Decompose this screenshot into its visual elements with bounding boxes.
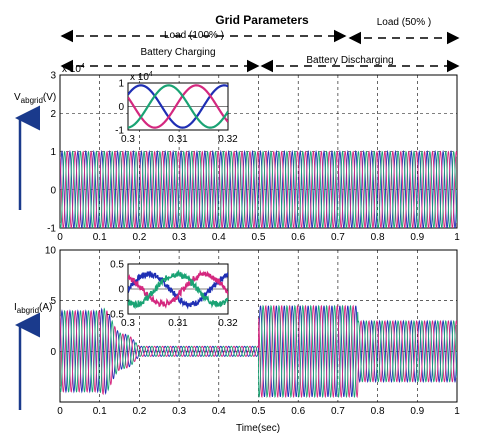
current-inset-phase-b-line [128,269,228,309]
voltage-xtick-label: 0.9 [410,232,424,243]
voltage-inset-xtick-label: 0.31 [168,134,188,145]
current-xtick-label: 0.7 [331,406,345,417]
top-exponent-label: x 104 [62,63,85,75]
voltage-xtick-label: 0.5 [252,232,266,243]
current-inset-phase-a-line [128,270,228,310]
current-xtick-label: 0.6 [291,406,305,417]
voltage-xtick-label: 0.1 [93,232,107,243]
voltage-phase-a-line [60,149,457,228]
current-ytick-label: 5 [50,296,56,307]
current-inset-phase-c-line [128,269,228,310]
voltage-phase-b-line [60,150,457,228]
voltage-inset-ytick-label: 0 [118,102,124,113]
voltage-inset-ytick-label: 1 [118,79,124,90]
load-100-label: Load (100% ) [164,30,224,41]
voltage-inset-ytick-label: -1 [115,126,124,137]
current-xtick-label: 0.1 [93,406,107,417]
voltage-xtick-label: 0.6 [291,232,305,243]
current-ylabel: Iabgrid(A) [14,302,52,315]
voltage-inset-xtick-label: 0.3 [121,134,135,145]
voltage-xtick-label: 1 [454,232,460,243]
voltage-ytick-label: 3 [50,71,56,82]
current-xtick-label: 0.9 [410,406,424,417]
current-phase-c-line [60,304,457,398]
voltage-inset-xtick-label: 0.32 [218,134,238,145]
voltage-phase-c-line [60,150,457,228]
chart-title: Grid Parameters [215,13,309,27]
current-xtick-label: 0 [57,406,63,417]
current-xtick-label: 0.5 [252,406,266,417]
voltage-inset-phase-a-line [128,84,228,129]
voltage-xtick-label: 0.8 [371,232,385,243]
voltage-ylabel: Vabgrid(V) [14,92,56,105]
current-inset-xtick-label: 0.32 [218,318,238,329]
current-xtick-label: 0.3 [172,406,186,417]
current-xtick-label: 1 [454,406,460,417]
current-phase-b-line [60,304,457,398]
voltage-xtick-label: 0.3 [172,232,186,243]
current-xtick-label: 0.4 [212,406,226,417]
current-xtick-label: 0.2 [132,406,146,417]
voltage-ytick-label: 0 [50,185,56,196]
current-inset-ytick-label: 0 [118,285,124,296]
load-50-label: Load (50% ) [377,17,431,28]
current-inset-xtick-label: 0.3 [121,318,135,329]
battery-discharging-label: Battery Discharging [306,55,393,66]
voltage-inset-phase-b-line [128,84,228,129]
voltage-ytick-label: 2 [50,109,56,120]
current-inset-xtick-label: 0.31 [168,318,188,329]
current-phase-a-line [60,305,457,398]
current-inset-ytick-label: -0.5 [107,310,125,321]
voltage-xtick-label: 0.2 [132,232,146,243]
voltage-inset: 0.3 0.31 0.32 -1 0 1 x 104 [115,71,238,145]
voltage-xtick-label: 0 [57,232,63,243]
current-inset: 0.3 0.31 0.32 0.5 0 -0.5 [107,260,238,330]
voltage-ytick-label: 1 [50,147,56,158]
time-xlabel: Time(sec) [236,423,280,434]
current-inset-ytick-label: 0.5 [110,260,124,271]
voltage-inset-phase-c-line [128,84,228,129]
voltage-xtick-label: 0.7 [331,232,345,243]
current-xtick-label: 0.8 [371,406,385,417]
current-ytick-label: 10 [45,246,57,257]
voltage-xtick-label: 0.4 [212,232,226,243]
battery-charging-label: Battery Charging [140,47,215,58]
voltage-ytick-label: -1 [47,224,56,235]
current-ytick-label: 0 [50,347,56,358]
voltage-inset-exponent: x 104 [130,71,153,83]
